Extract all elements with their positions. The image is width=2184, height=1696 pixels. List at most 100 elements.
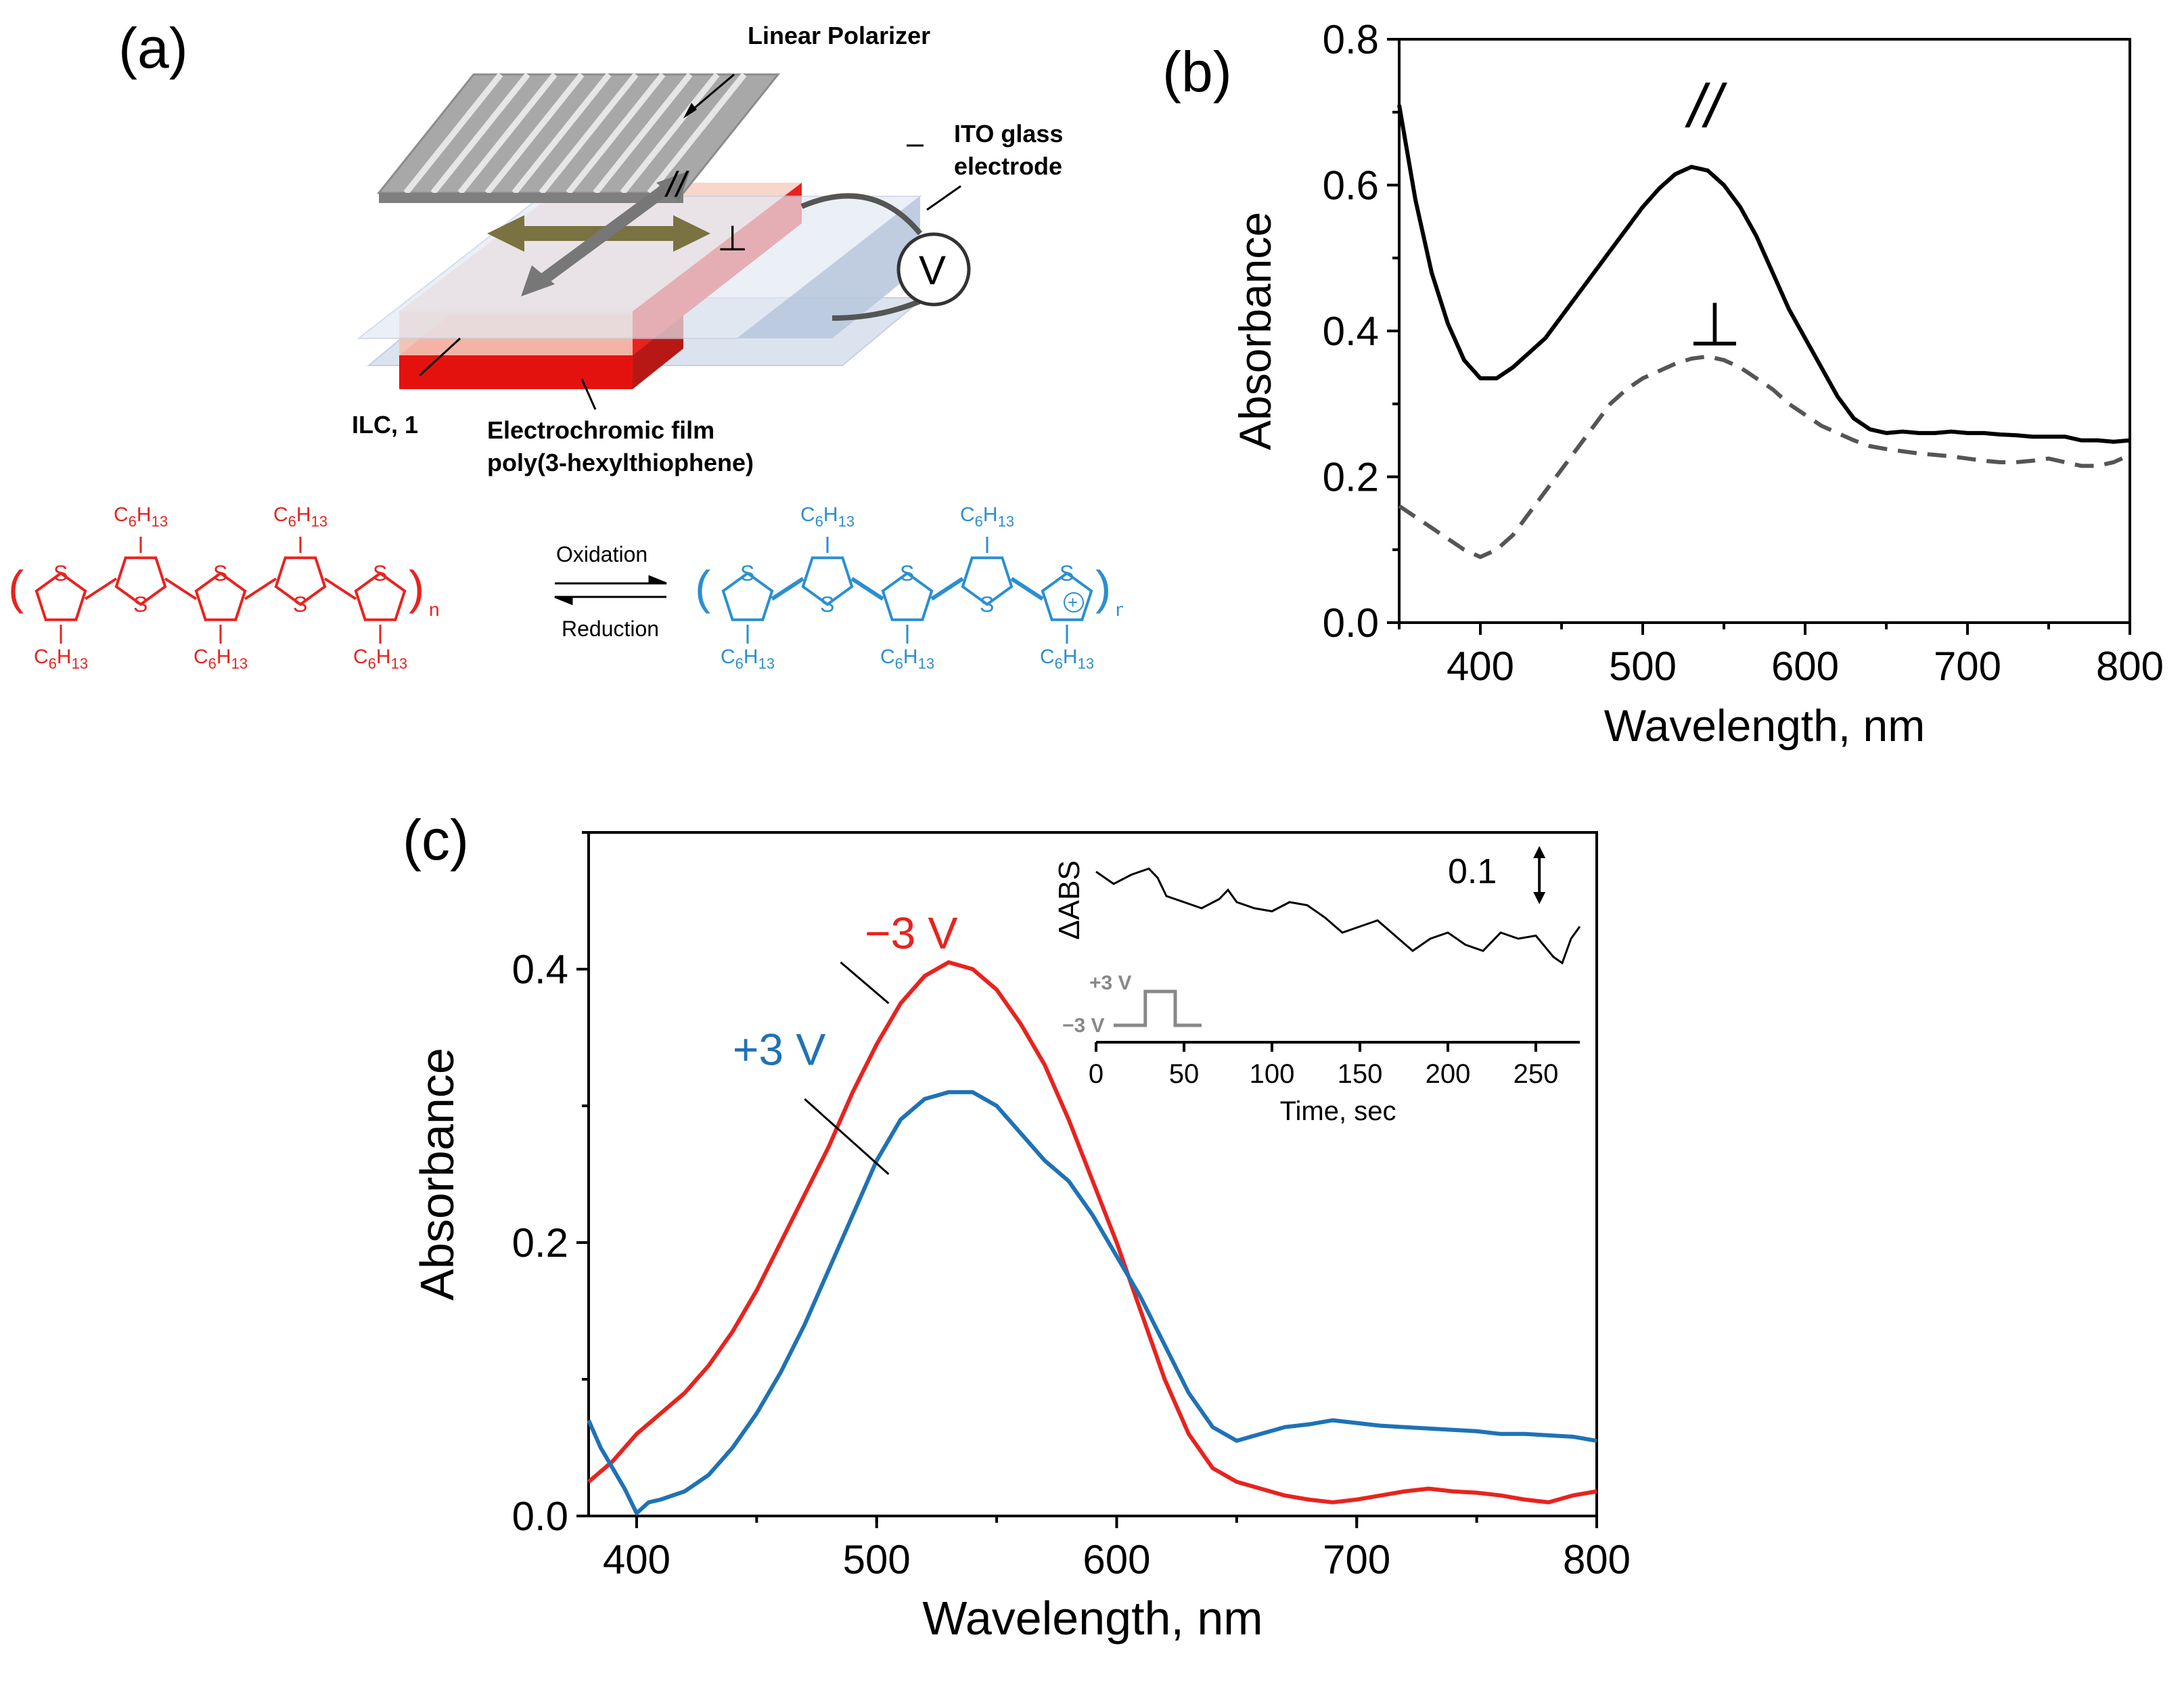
positive-charge-icon	[1064, 592, 1084, 612]
x-tick-label: 800	[1563, 1537, 1631, 1582]
repeat-index: n	[1116, 599, 1123, 620]
electrochromic-film-front	[399, 355, 633, 389]
film-label-1: Electrochromic film	[487, 416, 714, 444]
thiophene-ring	[801, 556, 854, 606]
panel-a-label: (a)	[118, 16, 188, 80]
pulse-low-label: −3 V	[1062, 1014, 1105, 1037]
hexyl-substituent: C6H13	[194, 646, 248, 672]
sulfur-atom: S	[213, 561, 227, 585]
plot-frame	[587, 831, 1598, 1517]
inset-x-tick-label: 250	[1514, 1059, 1559, 1089]
sulfur-atom: S	[740, 561, 754, 585]
thiophene-ring	[194, 571, 247, 621]
right-bracket: )	[409, 561, 424, 614]
sulfur-atom: S	[293, 592, 307, 617]
left-bracket: (	[8, 561, 24, 614]
sulfur-atom: S	[980, 592, 994, 617]
y-tick-label: 0.2	[512, 1220, 568, 1266]
x-axis-label: Wavelength, nm	[1604, 700, 1925, 751]
perp-annotation: ⊥	[1688, 292, 1741, 359]
hexyl-substituent: C6H13	[721, 646, 775, 672]
hexyl-substituent: C6H13	[960, 504, 1014, 530]
inter-ring-bond	[84, 577, 118, 600]
thiophene-ring	[881, 571, 934, 621]
panel-label: (b)	[1162, 40, 1232, 104]
series-line-perpendicular	[1398, 354, 2131, 560]
sulfur-atom: S	[373, 561, 387, 585]
scale-bar-head-down	[1533, 892, 1546, 904]
hexyl-substituent: C6H13	[273, 504, 327, 530]
panel-label: (c)	[403, 808, 469, 872]
x-tick-label: 500	[843, 1537, 911, 1582]
ilc-callout	[418, 337, 461, 377]
x-tick-label: 600	[1771, 644, 1839, 689]
film-callout	[581, 378, 597, 410]
ito-label-2: electrode	[954, 152, 1062, 180]
reduction-label: Reduction	[562, 617, 659, 641]
polarizer-edge	[379, 193, 683, 203]
oxidation-label: Oxidation	[556, 542, 647, 566]
top-glass-right	[737, 196, 920, 338]
parallel-symbol: //	[664, 165, 689, 204]
charge-sign: +	[1068, 592, 1078, 612]
inset-x-tick-label: 150	[1338, 1059, 1383, 1089]
inter-ring-bond	[930, 577, 964, 601]
y-axis-label: Absorbance	[411, 1048, 463, 1301]
x-tick-label: 700	[1934, 644, 2001, 689]
ilc-label: ILC, 1	[352, 411, 418, 439]
circuit-wire	[800, 193, 923, 321]
panel-b-chart: 400 500 600 700 800 0.0 0.2 0.4 0.6 0.8 Wavelength…	[1162, 17, 2164, 751]
linear-polarizer	[376, 73, 781, 194]
inter-ring-bond	[323, 577, 357, 600]
voltage-label: V	[919, 248, 946, 293]
x-tick-label: 400	[1447, 644, 1514, 689]
y-tick-label: 0.4	[512, 947, 568, 992]
series-line-3v	[587, 960, 1597, 1504]
y-tick-label: 0.2	[1323, 455, 1379, 500]
inter-ring-bond	[1010, 577, 1044, 601]
y-tick-label: 0.0	[1323, 600, 1379, 646]
y-axis-label: Absorbance	[1230, 212, 1280, 450]
repeat-index: n	[429, 599, 440, 620]
y-tick-label: 0.6	[1323, 163, 1379, 208]
y-tick-label: 0.0	[512, 1494, 568, 1539]
thiophene-ring	[114, 556, 167, 606]
inter-ring-bond	[244, 577, 277, 600]
x-tick-label: 600	[1083, 1537, 1150, 1582]
sulfur-atom: S	[900, 561, 914, 585]
inter-ring-bond	[771, 577, 804, 601]
sulfur-atom: S	[53, 561, 68, 585]
sulfur-atom: S	[133, 592, 147, 617]
inset-x-label: Time, sec	[1280, 1096, 1396, 1126]
sulfur-atom: S	[1060, 561, 1074, 585]
polarizer-callout	[689, 73, 735, 113]
inset-x-tick-label: 0	[1089, 1059, 1104, 1089]
inset-pulse	[1114, 989, 1202, 1027]
film-label-2: poly(3-hexylthiophene)	[487, 449, 754, 476]
hexyl-substituent: C6H13	[34, 646, 88, 672]
ito-label-1: ITO glass	[954, 120, 1063, 148]
parallel-annotation: //	[1684, 72, 1727, 140]
thiophene-ring	[961, 556, 1014, 606]
pulse-high-label: +3 V	[1089, 972, 1132, 994]
scale-bar-head-up	[1533, 846, 1546, 858]
hexyl-substituent: C6H13	[353, 646, 407, 672]
y-tick-label: 0.8	[1323, 17, 1379, 62]
redox-arrows	[554, 575, 667, 606]
inset-trace	[1095, 867, 1581, 965]
voltage-source-icon	[896, 232, 971, 307]
right-bracket: )	[1095, 561, 1111, 614]
hexyl-substituent: C6H13	[1040, 646, 1094, 672]
hexyl-substituent: C6H13	[114, 504, 168, 530]
inset-x-tick-label: 50	[1169, 1059, 1200, 1089]
parallel-arrow	[521, 171, 690, 296]
hexyl-substituent: C6H13	[880, 646, 934, 672]
inter-ring-bond	[850, 577, 884, 601]
series-line-3v	[587, 1090, 1597, 1515]
perp-symbol: ⊥	[717, 219, 748, 259]
inset-x-tick-label: 100	[1250, 1059, 1295, 1089]
polarizer-label: Linear Polarizer	[748, 22, 930, 49]
sulfur-atom: S	[820, 592, 834, 617]
thiophene-ring	[721, 571, 774, 621]
neutral-polythiophene-structure: S C6H13 S C6H13 S C6H13 S C6H13 S C6H13 () n	[8, 504, 440, 672]
